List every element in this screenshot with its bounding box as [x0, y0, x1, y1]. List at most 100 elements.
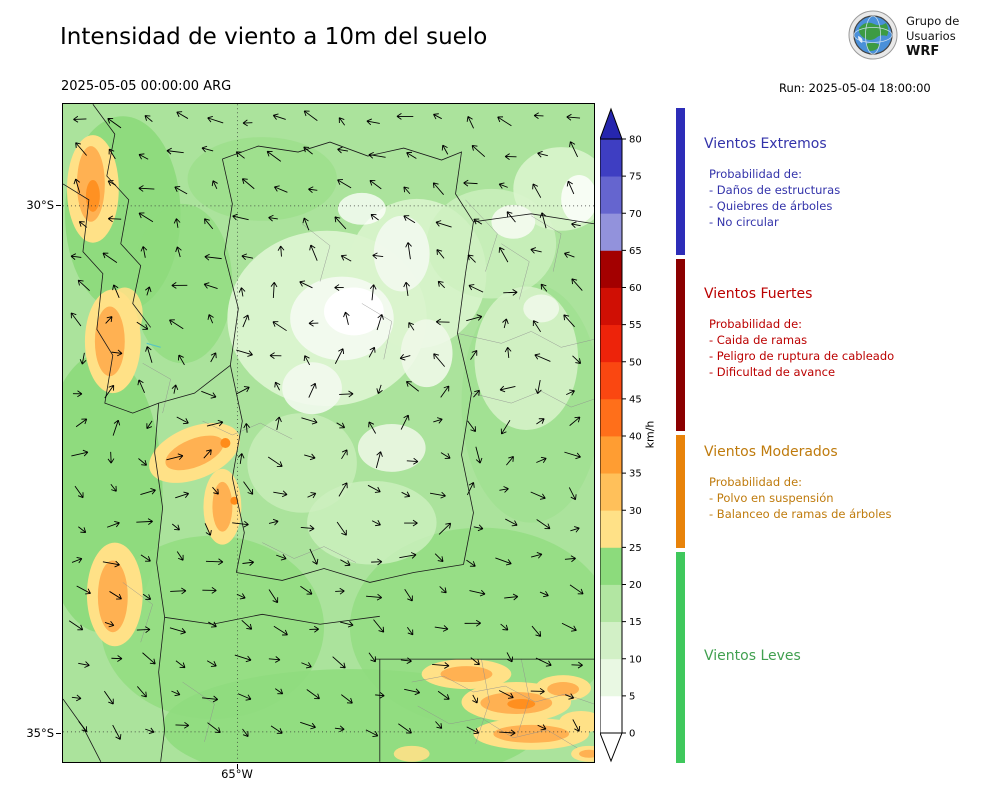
legend-bar-leves [676, 552, 685, 763]
logo-text: Grupo de Usuarios WRF [906, 14, 959, 59]
colorbar-segment [600, 176, 622, 214]
wind-arrow [369, 284, 377, 301]
wind-arrow [375, 691, 385, 699]
legend-section-fuertes: Vientos Fuertes Probabilidad de: - Caida… [704, 286, 989, 380]
wind-arrow [403, 215, 416, 224]
wind-arrow [142, 652, 156, 665]
colorbar-segment [600, 139, 622, 177]
wind-arrow [539, 590, 549, 598]
wind-arrow [71, 449, 89, 457]
wind-arrow [300, 585, 313, 595]
legend-section-moderados: Vientos Moderados Probabilidad de: - Pol… [704, 444, 989, 522]
wind-arrow [440, 452, 451, 459]
colorbar-tick-label: 45 [629, 394, 642, 405]
lat-tick-35s [56, 733, 61, 734]
wind-arrow [504, 153, 517, 160]
wind-arrow [561, 622, 577, 632]
wind-arrow [74, 485, 84, 499]
wind-arrow [502, 318, 509, 329]
run-datetime: Run: 2025-05-04 18:00:00 [779, 81, 931, 95]
legend-bar-extremos [676, 108, 685, 255]
wind-arrow [169, 319, 184, 330]
wind-arrow [176, 416, 189, 425]
wind-arrow [140, 246, 148, 258]
wind-arrow [429, 491, 446, 499]
wind-arrow [370, 213, 379, 221]
wind-arrow [268, 214, 278, 222]
wind-arrow [106, 520, 120, 528]
wind-arrow [373, 619, 385, 633]
wind-arrow [207, 115, 224, 124]
wind-arrow [175, 246, 182, 258]
wind-arrow [140, 488, 156, 495]
wind-arrow [434, 553, 444, 563]
wind-arrow [404, 519, 418, 527]
wind-arrow [473, 524, 484, 532]
legend-title-moderados: Vientos Moderados [704, 444, 838, 460]
wind-arrow [270, 282, 278, 299]
wind-arrow [440, 385, 450, 398]
wind-arrow [273, 625, 288, 636]
wind-arrow [71, 557, 83, 564]
wind-map-frame [62, 103, 595, 763]
wind-arrow [277, 245, 285, 257]
wind-arrow [301, 417, 318, 425]
wind-arrow [366, 593, 383, 601]
wind-arrow [368, 346, 376, 358]
wind-arrow [506, 652, 514, 663]
department-borders [122, 199, 594, 749]
colorbar-tick-label: 70 [629, 209, 642, 220]
colorbar-unit-label: km/h [643, 420, 657, 449]
wind-arrow [334, 284, 344, 291]
wind-arrow [338, 482, 348, 497]
wind-arrow [563, 251, 575, 258]
wind-arrow [175, 721, 190, 729]
wind-arrow [499, 486, 509, 493]
wind-arrow [308, 319, 319, 327]
legend-item: - No circular [709, 215, 779, 229]
wind-arrow [371, 558, 383, 566]
wind-arrow [530, 687, 545, 695]
colorbar-segment [600, 287, 622, 326]
wind-arrow [473, 218, 483, 225]
wind-arrow [112, 419, 121, 436]
wind-arrow [212, 486, 219, 495]
wind-arrow [178, 354, 185, 366]
wind-arrow [241, 619, 253, 630]
wind-arrow [207, 722, 221, 733]
wind-arrow [536, 418, 545, 425]
wind-arrow [242, 119, 253, 127]
wind-arrow [208, 621, 217, 628]
wind-arrow [537, 724, 547, 731]
wind-arrow [303, 110, 318, 122]
wind-arrow [175, 491, 190, 499]
wind-arrow [77, 279, 90, 292]
legend-section-extremos: Vientos Extremos Probabilidad de: - Daño… [704, 136, 989, 230]
wind-arrow [112, 284, 120, 299]
wind-arrow [269, 352, 282, 360]
lat-label-30s: 30°S [26, 198, 54, 212]
wind-arrow [441, 144, 449, 155]
wind-arrow [533, 112, 544, 120]
wind-arrow [79, 352, 87, 365]
wind-arrow [368, 151, 386, 159]
wind-arrow [565, 693, 575, 700]
wind-arrow [433, 113, 442, 120]
wind-arrow [70, 312, 82, 327]
wind-arrow [432, 662, 450, 669]
wind-arrow [537, 150, 548, 158]
wind-arrow [435, 721, 443, 729]
wind-arrow [241, 253, 254, 261]
wind-arrow [336, 422, 346, 429]
wind-arrow [206, 660, 217, 667]
colorbar-segment [600, 658, 622, 697]
wind-arrow [503, 289, 518, 296]
wind-arrow [71, 694, 82, 702]
wind-arrow [335, 587, 345, 595]
colorbar-segment [600, 621, 622, 660]
wind-arrow [175, 660, 186, 669]
wind-arrow [144, 115, 153, 122]
wind-arrow [406, 151, 417, 159]
wind-arrow [207, 314, 214, 324]
wind-arrow [467, 420, 476, 433]
